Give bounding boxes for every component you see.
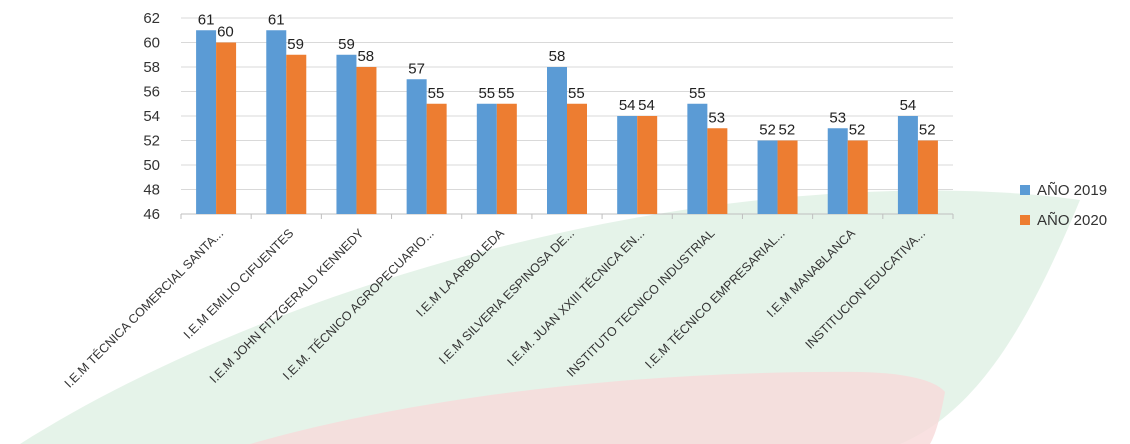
data-label-2019: 52 <box>759 122 776 139</box>
data-label-2020: 52 <box>849 122 866 139</box>
bar-2019 <box>827 128 848 214</box>
x-category-label: INSTITUCION EDUCATIVA... <box>803 226 928 351</box>
y-tick-label: 56 <box>143 84 160 101</box>
data-label-2019: 55 <box>689 85 706 102</box>
bar-2020 <box>917 140 938 214</box>
bar-2020 <box>426 103 447 214</box>
x-category-label: I.E.M TÉCNICA COMERCIAL SANTA... <box>61 226 226 391</box>
x-category-label: I.E.M TÉCNICO EMPRESARIAL... <box>642 226 788 372</box>
data-label-2019: 54 <box>619 97 636 114</box>
data-label-2020: 53 <box>708 109 725 126</box>
y-tick-label: 46 <box>143 206 160 223</box>
bar-2020 <box>777 140 798 214</box>
y-tick-label: 50 <box>143 157 160 174</box>
y-tick-label: 54 <box>143 108 160 125</box>
data-label-2019: 57 <box>408 60 425 77</box>
bar-2019 <box>617 116 638 214</box>
bar-2019 <box>897 116 918 214</box>
legend-label: AÑO 2020 <box>1037 212 1107 229</box>
data-label-2020: 59 <box>287 36 304 53</box>
bar-2019 <box>547 67 567 214</box>
data-label-2019: 61 <box>198 11 215 28</box>
bars <box>196 30 938 214</box>
x-category-label: INSTITUTO TECNICO INDUSTRIAL <box>564 226 717 379</box>
bar-2019 <box>266 30 287 214</box>
bar-2020 <box>707 128 728 214</box>
bar-2019 <box>196 30 217 214</box>
bar-2020 <box>286 54 307 214</box>
data-label-2019: 61 <box>268 11 285 28</box>
legend-label: AÑO 2019 <box>1037 182 1107 199</box>
x-category-label: I.E.M. JUAN XXIII TÉCNICA EN... <box>504 226 648 370</box>
bar-2019 <box>687 103 708 214</box>
bar-2019 <box>757 140 778 214</box>
data-label-2019: 54 <box>900 97 917 114</box>
bar-2019 <box>476 103 497 214</box>
bar-2020 <box>216 42 237 214</box>
data-label-2019: 58 <box>549 48 566 65</box>
legend: AÑO 2019 AÑO 2020 <box>1020 182 1107 229</box>
data-label-2019: 53 <box>829 109 846 126</box>
data-label-2019: 55 <box>478 85 495 102</box>
bar-2020 <box>637 116 658 214</box>
y-tick-label: 62 <box>143 10 160 27</box>
legend-swatch <box>1020 185 1030 195</box>
y-tick-label: 52 <box>143 133 160 150</box>
y-tick-label: 60 <box>143 35 160 52</box>
legend-swatch <box>1020 215 1030 225</box>
bar-2020 <box>847 140 868 214</box>
data-label-2020: 54 <box>638 97 655 114</box>
data-label-2020: 52 <box>779 122 796 139</box>
red-background-swoosh <box>250 371 945 444</box>
x-category-label: I.E.M. TÉCNICO AGROPECUARIO... <box>279 226 436 383</box>
data-label-2020: 55 <box>568 85 585 102</box>
x-category-label: I.E.M JOHN FITZGERALD KENNEDY <box>207 226 367 386</box>
bar-2020 <box>356 67 377 214</box>
data-label-2020: 55 <box>428 85 445 102</box>
y-tick-label: 58 <box>143 59 160 76</box>
data-label-2020: 52 <box>919 122 936 139</box>
bar-2019 <box>336 54 357 214</box>
x-category-label: I.E.M SILVERIA ESPINOSA DE... <box>436 226 577 367</box>
bar-2020 <box>567 103 587 214</box>
bar-2019 <box>406 79 427 214</box>
data-label-2020: 60 <box>217 24 234 41</box>
data-label-2020: 55 <box>498 85 515 102</box>
data-label-2020: 58 <box>357 48 374 65</box>
x-axis: I.E.M TÉCNICA COMERCIAL SANTA...I.E.M EM… <box>61 214 954 391</box>
bar-2020 <box>496 103 517 214</box>
y-tick-label: 48 <box>143 182 160 199</box>
data-label-2019: 59 <box>338 36 355 53</box>
